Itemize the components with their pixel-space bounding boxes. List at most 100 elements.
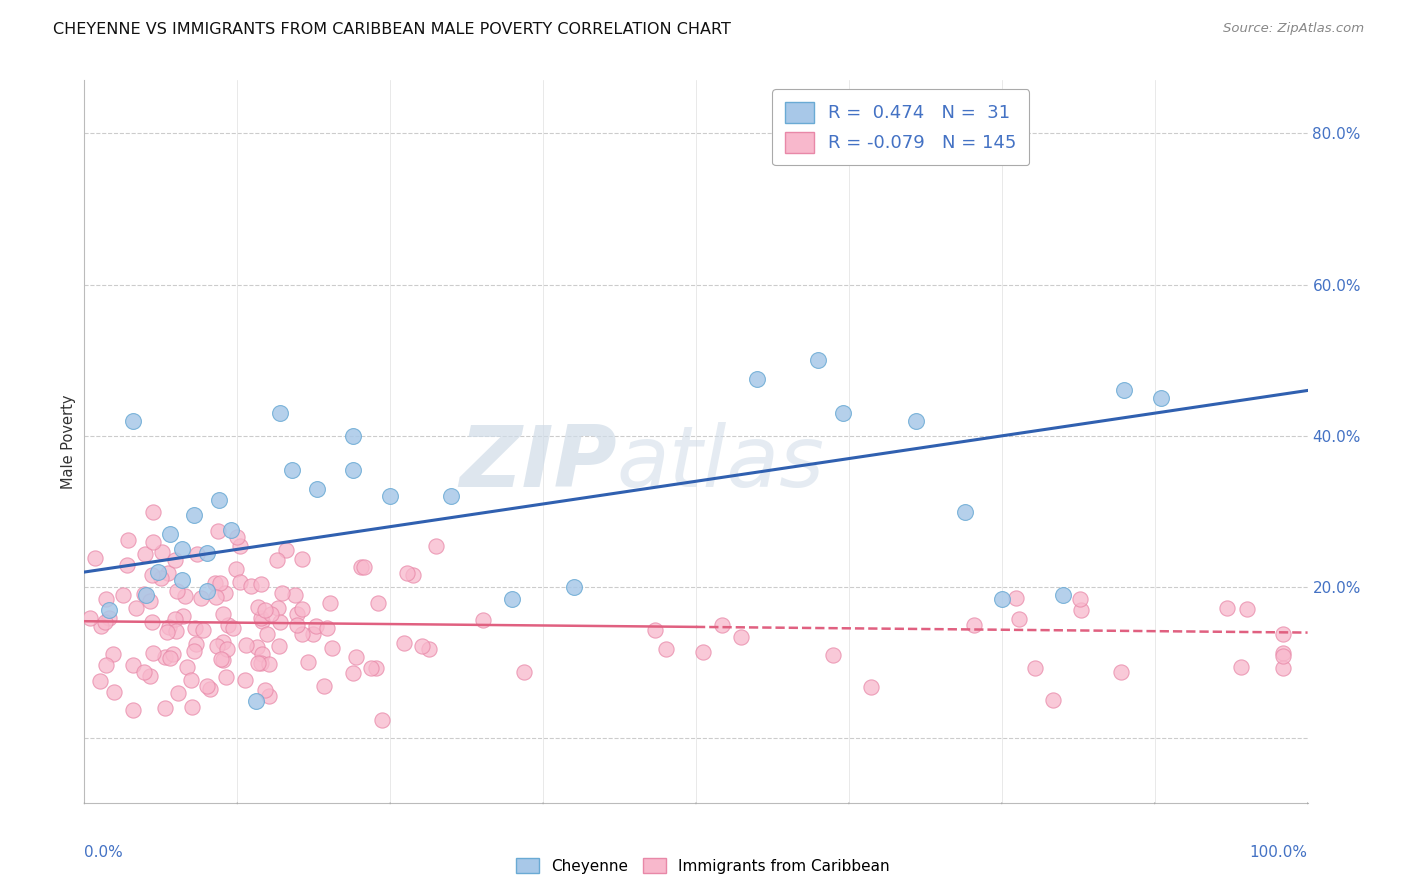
Point <box>291 551 314 566</box>
Point <box>1272 627 1295 641</box>
Point <box>1005 591 1028 606</box>
Point <box>207 524 229 539</box>
Point <box>239 579 262 593</box>
Point <box>991 591 1014 606</box>
Point <box>141 568 163 582</box>
Point <box>142 504 165 518</box>
Point <box>215 642 238 657</box>
Point <box>654 641 676 656</box>
Point <box>1272 646 1295 660</box>
Point <box>711 618 734 632</box>
Text: ZIP: ZIP <box>458 422 616 505</box>
Point <box>233 673 256 687</box>
Point <box>1070 602 1092 616</box>
Point <box>353 559 375 574</box>
Point <box>692 645 714 659</box>
Point <box>246 599 269 614</box>
Point <box>208 493 231 508</box>
Point <box>312 680 335 694</box>
Point <box>831 406 853 420</box>
Point <box>121 657 143 672</box>
Point <box>1236 602 1258 616</box>
Point <box>1052 588 1074 602</box>
Point <box>401 568 423 582</box>
Point <box>121 703 143 717</box>
Point <box>132 587 155 601</box>
Point <box>139 669 162 683</box>
Point <box>342 463 364 477</box>
Point <box>344 650 367 665</box>
Point <box>267 600 290 615</box>
Point <box>953 504 976 518</box>
Point <box>370 713 392 727</box>
Point <box>204 575 226 590</box>
Point <box>165 624 187 639</box>
Point <box>208 575 231 590</box>
Point <box>247 656 270 670</box>
Point <box>89 673 111 688</box>
Point <box>122 414 145 428</box>
Point <box>250 647 273 661</box>
Point <box>184 621 207 635</box>
Point <box>159 527 181 541</box>
Point <box>166 583 188 598</box>
Point <box>260 607 283 621</box>
Point <box>211 607 233 621</box>
Point <box>150 545 173 559</box>
Text: Source: ZipAtlas.com: Source: ZipAtlas.com <box>1223 22 1364 36</box>
Point <box>472 613 495 627</box>
Point <box>172 573 194 587</box>
Point <box>395 566 418 580</box>
Point <box>418 642 440 657</box>
Point <box>153 649 176 664</box>
Point <box>183 644 205 658</box>
Point <box>200 681 222 696</box>
Point <box>367 595 389 609</box>
Point <box>96 592 118 607</box>
Point <box>153 701 176 715</box>
Point <box>502 591 524 606</box>
Point <box>1114 384 1136 398</box>
Point <box>163 612 186 626</box>
Point <box>155 625 177 640</box>
Point <box>184 637 207 651</box>
Point <box>394 636 416 650</box>
Point <box>90 619 112 633</box>
Point <box>319 596 342 610</box>
Point <box>302 626 325 640</box>
Point <box>134 665 156 679</box>
Point <box>229 540 252 554</box>
Point <box>111 588 134 602</box>
Point <box>94 615 117 629</box>
Point <box>321 641 343 656</box>
Point <box>305 618 328 632</box>
Point <box>103 685 125 699</box>
Point <box>146 565 169 579</box>
Point <box>1111 665 1133 679</box>
Point <box>254 682 277 697</box>
Point <box>807 353 830 368</box>
Point <box>141 615 163 629</box>
Y-axis label: Male Poverty: Male Poverty <box>60 394 76 489</box>
Point <box>316 621 339 635</box>
Point <box>156 566 179 580</box>
Point <box>245 693 267 707</box>
Point <box>821 648 844 663</box>
Point <box>730 630 752 644</box>
Point <box>291 602 314 616</box>
Point <box>134 547 156 561</box>
Point <box>1230 659 1253 673</box>
Point <box>101 648 124 662</box>
Point <box>180 673 202 687</box>
Point <box>157 620 180 634</box>
Point <box>285 617 308 632</box>
Point <box>1042 692 1064 706</box>
Point <box>139 594 162 608</box>
Point <box>83 550 105 565</box>
Point <box>180 700 202 714</box>
Point <box>162 647 184 661</box>
Point <box>562 580 585 594</box>
Point <box>274 543 297 558</box>
Point <box>287 607 309 621</box>
Point <box>305 482 328 496</box>
